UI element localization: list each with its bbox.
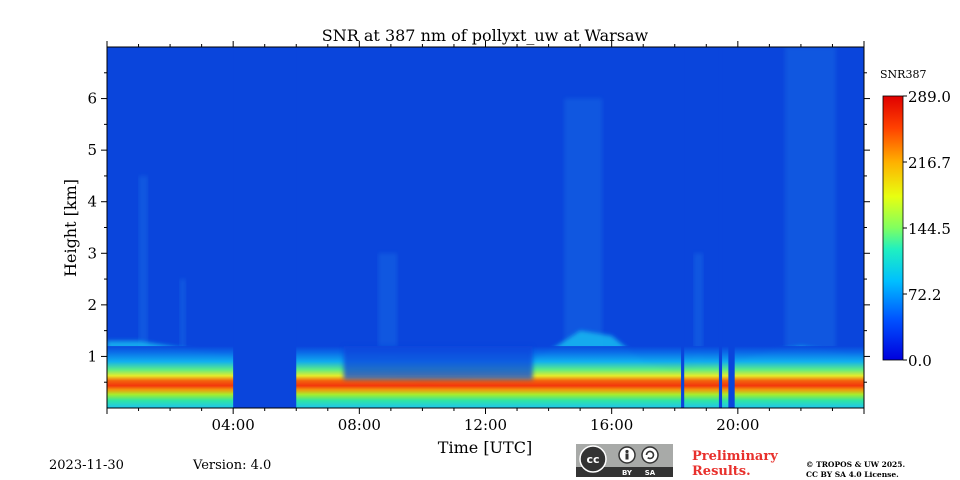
cc-license-badge: cc BY SA bbox=[576, 444, 673, 477]
x-tick-label: 04:00 bbox=[212, 416, 255, 434]
share-alike-icon bbox=[641, 446, 659, 464]
data-gap bbox=[233, 47, 297, 408]
x-tick-label: 08:00 bbox=[338, 416, 381, 434]
snr-streak bbox=[138, 175, 149, 408]
cc-icon bbox=[579, 445, 607, 473]
data-gap bbox=[681, 47, 685, 408]
version-label: Version: 4.0 bbox=[193, 458, 272, 473]
data-gap bbox=[718, 47, 723, 408]
y-axis: 1 2 3 4 5 6 bbox=[87, 72, 870, 383]
midday-fade bbox=[343, 346, 533, 380]
preliminary-line-1: Preliminary bbox=[692, 449, 778, 464]
copyright-line-2: CC BY SA 4.0 License. bbox=[806, 470, 899, 479]
sa-text: SA bbox=[645, 469, 656, 477]
colorbar bbox=[882, 95, 904, 361]
preliminary-line-2: Results. bbox=[692, 464, 751, 479]
by-text: BY bbox=[622, 469, 633, 477]
colorbar-tick-label: 216.7 bbox=[908, 154, 951, 172]
cc-text: cc bbox=[586, 453, 599, 466]
y-tick-label: 3 bbox=[87, 244, 97, 262]
y-tick-label: 6 bbox=[87, 90, 97, 108]
colorbar-label: SNR387 bbox=[880, 68, 926, 81]
y-tick-label: 1 bbox=[87, 347, 97, 365]
heatmap-area bbox=[107, 47, 864, 408]
colorbar-ticks: 0.0 72.2 144.5 216.7 289.0 bbox=[903, 88, 951, 370]
y-tick-label: 4 bbox=[87, 193, 97, 211]
colorbar-tick-label: 144.5 bbox=[908, 220, 951, 238]
copyright-line-1: © TROPOS & UW 2025. bbox=[806, 460, 906, 469]
snr-streak bbox=[693, 253, 704, 408]
x-tick-label: 12:00 bbox=[464, 416, 507, 434]
copyright-note: © TROPOS & UW 2025. CC BY SA 4.0 License… bbox=[806, 460, 905, 480]
preliminary-results-note: Preliminary Results. bbox=[692, 449, 778, 479]
colorbar-tick-label: 72.2 bbox=[908, 286, 941, 304]
y-tick-label: 5 bbox=[87, 141, 97, 159]
date-label: 2023-11-30 bbox=[49, 458, 124, 473]
snr-streak bbox=[179, 279, 186, 408]
x-tick-label: 20:00 bbox=[716, 416, 759, 434]
x-axis: 04:00 08:00 12:00 16:00 20:00 bbox=[106, 41, 865, 434]
y-tick-label: 2 bbox=[87, 296, 97, 314]
x-axis-label: Time [UTC] bbox=[438, 438, 532, 457]
y-axis-label: Height [km] bbox=[61, 179, 80, 277]
data-gap bbox=[728, 47, 735, 408]
colorbar-tick-label: 289.0 bbox=[908, 88, 951, 106]
colorbar-tick-label: 0.0 bbox=[908, 352, 932, 370]
chart-title: SNR at 387 nm of pollyxt_uw at Warsaw bbox=[322, 26, 649, 45]
x-tick-label: 16:00 bbox=[590, 416, 633, 434]
